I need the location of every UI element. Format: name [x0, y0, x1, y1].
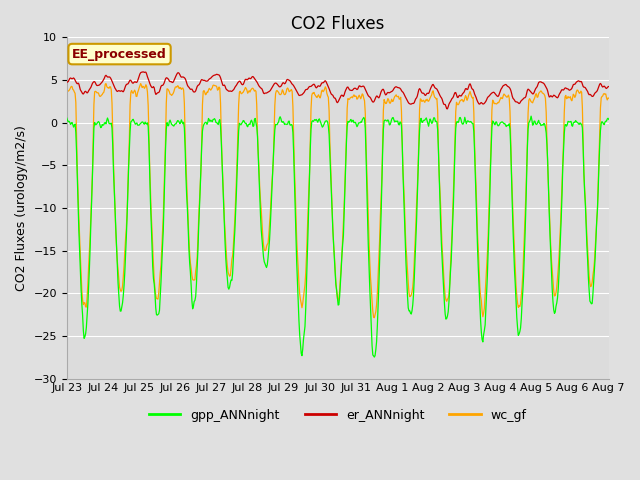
Legend: gpp_ANNnight, er_ANNnight, wc_gf: gpp_ANNnight, er_ANNnight, wc_gf	[144, 404, 532, 427]
wc_gf	[213, 84, 221, 90]
er_ANNnight	[63, 79, 70, 85]
gpp_ANNnight	[371, 354, 378, 360]
er_ANNnight	[444, 106, 451, 112]
er_ANNnight	[605, 84, 612, 89]
wc_gf	[129, 90, 137, 96]
wc_gf	[421, 99, 429, 105]
wc_gf	[371, 315, 378, 321]
Line: er_ANNnight: er_ANNnight	[67, 72, 609, 109]
wc_gf	[184, 218, 192, 224]
er_ANNnight	[184, 84, 192, 89]
er_ANNnight	[420, 91, 428, 96]
wc_gf	[73, 134, 81, 140]
er_ANNnight	[73, 80, 81, 86]
gpp_ANNnight	[184, 206, 191, 212]
gpp_ANNnight	[63, 115, 70, 121]
gpp_ANNnight	[73, 149, 81, 155]
Line: wc_gf: wc_gf	[67, 84, 609, 318]
Line: gpp_ANNnight: gpp_ANNnight	[67, 116, 609, 357]
wc_gf	[405, 290, 413, 296]
gpp_ANNnight	[129, 117, 136, 123]
er_ANNnight	[213, 72, 221, 77]
gpp_ANNnight	[404, 305, 412, 311]
gpp_ANNnight	[212, 120, 220, 125]
Text: EE_processed: EE_processed	[72, 48, 167, 60]
er_ANNnight	[139, 69, 147, 75]
gpp_ANNnight	[420, 118, 428, 123]
gpp_ANNnight	[605, 117, 612, 122]
wc_gf	[102, 81, 110, 86]
gpp_ANNnight	[527, 113, 535, 119]
Y-axis label: CO2 Fluxes (urology/m2/s): CO2 Fluxes (urology/m2/s)	[15, 125, 28, 291]
er_ANNnight	[404, 99, 412, 105]
Title: CO2 Fluxes: CO2 Fluxes	[291, 15, 385, 33]
er_ANNnight	[129, 80, 136, 86]
wc_gf	[63, 89, 70, 95]
wc_gf	[605, 95, 612, 101]
